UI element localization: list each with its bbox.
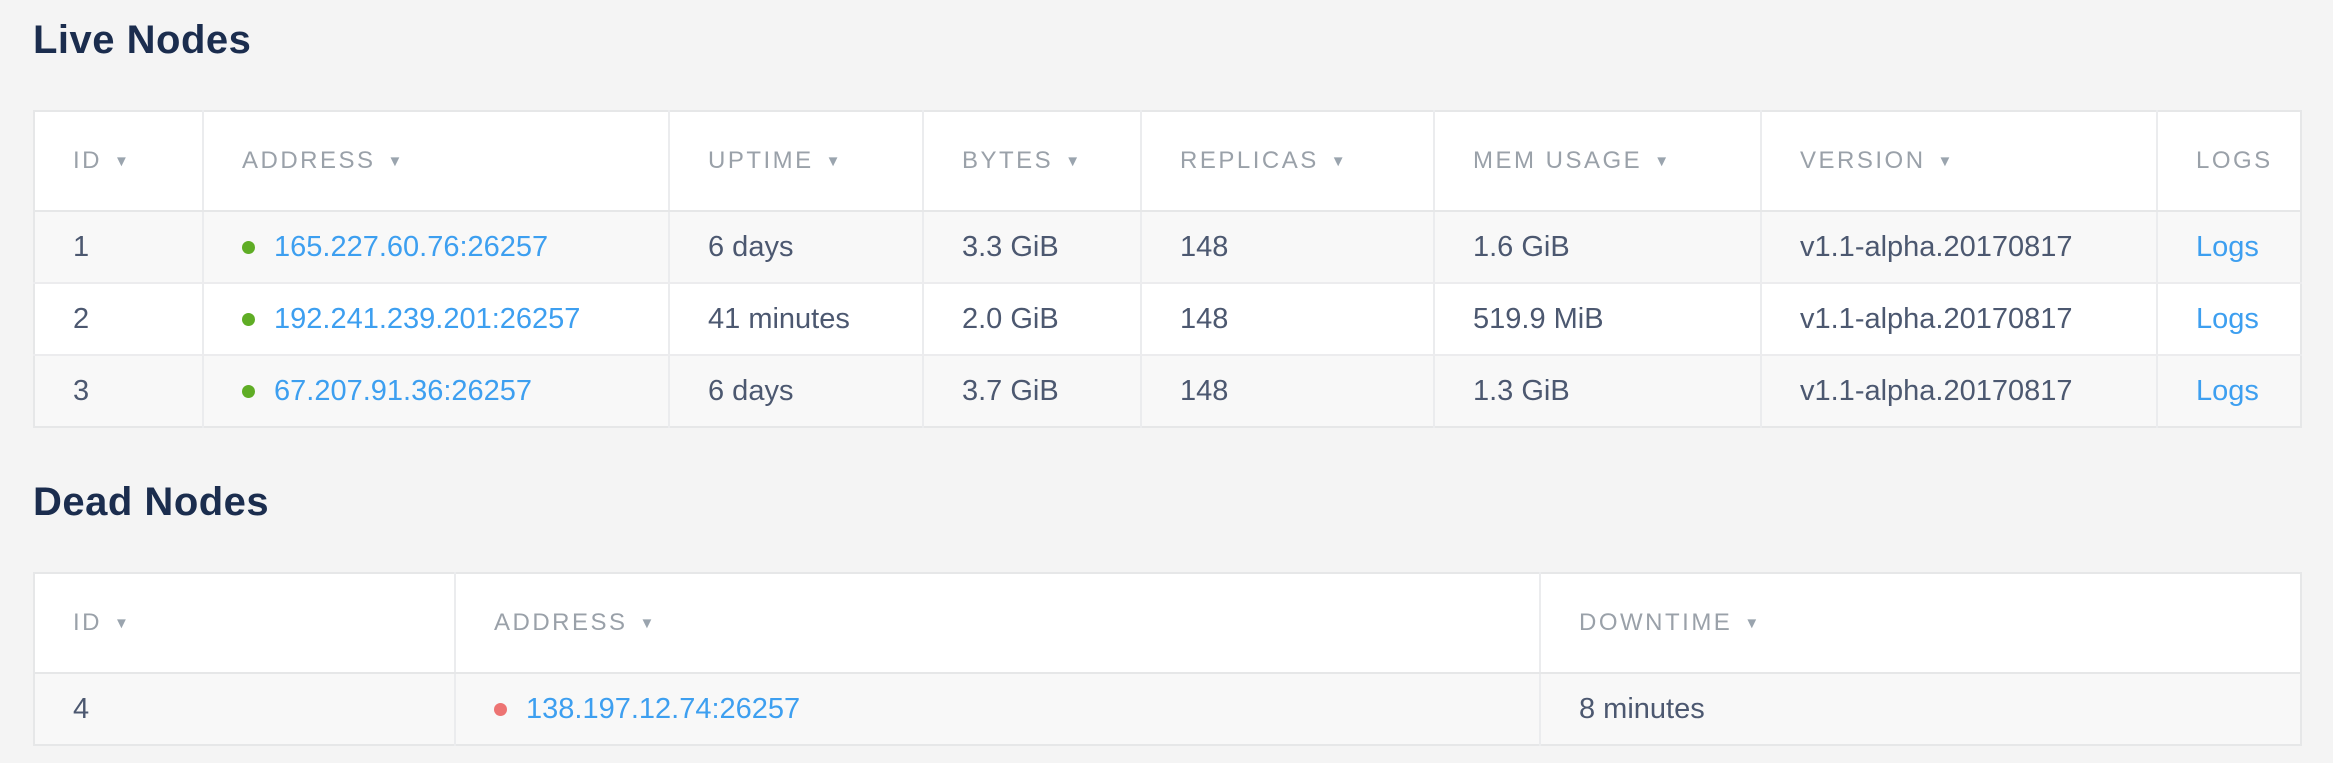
- table-row: 3 67.207.91.36:26257 6 days 3.7 GiB 148 1.3 G…: [34, 355, 2301, 427]
- column-header-label: ADDRESS: [494, 609, 628, 636]
- cell-mem-usage: 519.9 MiB: [1434, 283, 1762, 356]
- column-header-bytes[interactable]: BYTES ▼: [923, 111, 1142, 212]
- column-header-label: ADDRESS: [242, 147, 376, 174]
- column-header-label: DOWNTIME: [1579, 609, 1733, 636]
- sort-arrow-icon: ▼: [1937, 153, 1955, 170]
- cell-address: 67.207.91.36:26257: [203, 355, 670, 427]
- column-header-label: UPTIME: [708, 147, 814, 174]
- logs-link[interactable]: Logs: [2196, 374, 2259, 407]
- logs-link[interactable]: Logs: [2196, 302, 2259, 335]
- cell-bytes: 2.0 GiB: [923, 283, 1142, 356]
- column-header-label: MEM USAGE: [1473, 147, 1643, 174]
- column-header-label: BYTES: [962, 147, 1054, 174]
- cell-version: v1.1-alpha.20170817: [1761, 355, 2158, 427]
- cell-replicas: 148: [1141, 211, 1435, 284]
- column-header-id[interactable]: ID ▼: [34, 111, 204, 212]
- cell-logs: Logs: [2157, 355, 2301, 427]
- address-link[interactable]: 67.207.91.36:26257: [274, 374, 533, 407]
- column-header-label: REPLICAS: [1180, 147, 1319, 174]
- cell-uptime: 6 days: [669, 211, 924, 284]
- cell-logs: Logs: [2157, 211, 2301, 284]
- cell-id: 2: [34, 283, 204, 356]
- sort-arrow-icon: ▼: [639, 615, 657, 632]
- live-status-dot: [242, 384, 255, 398]
- cell-id: 1: [34, 211, 204, 284]
- cell-address: 138.197.12.74:26257: [455, 673, 1541, 745]
- column-header-mem-usage[interactable]: MEM USAGE ▼: [1434, 111, 1762, 212]
- cell-version: v1.1-alpha.20170817: [1761, 211, 2158, 284]
- column-header-downtime[interactable]: DOWNTIME ▼: [1540, 573, 2301, 674]
- cell-mem-usage: 1.6 GiB: [1434, 211, 1762, 284]
- cell-bytes: 3.7 GiB: [923, 355, 1142, 427]
- cell-address: 165.227.60.76:26257: [203, 211, 670, 284]
- address-link[interactable]: 192.241.239.201:26257: [274, 302, 581, 335]
- header-row: ID ▼ ADDRESS ▼ DOWNTIME ▼: [34, 573, 2301, 674]
- live-nodes-table: ID ▼ ADDRESS ▼ UPTIME ▼ BYTES ▼ REPLICAS ▼ MEM USA…: [33, 110, 2302, 428]
- table-row: 2 192.241.239.201:26257 41 minutes 2.0 GiB 1…: [34, 283, 2301, 356]
- cell-logs: Logs: [2157, 283, 2301, 356]
- cell-mem-usage: 1.3 GiB: [1434, 355, 1762, 427]
- cell-downtime: 8 minutes: [1540, 673, 2301, 745]
- cell-uptime: 6 days: [669, 355, 924, 427]
- cell-bytes: 3.3 GiB: [923, 211, 1142, 284]
- header-row: ID ▼ ADDRESS ▼ UPTIME ▼ BYTES ▼ REPLICAS ▼ MEM USA…: [34, 111, 2301, 212]
- address-link[interactable]: 165.227.60.76:26257: [274, 230, 549, 263]
- column-header-label: ID: [73, 609, 102, 636]
- sort-arrow-icon: ▼: [387, 153, 405, 170]
- dead-nodes-table: ID ▼ ADDRESS ▼ DOWNTIME ▼ 4 138.197.12.74:26257…: [33, 572, 2302, 746]
- live-nodes-title: Live Nodes: [33, 18, 252, 62]
- cell-version: v1.1-alpha.20170817: [1761, 283, 2158, 356]
- live-status-dot: [242, 240, 255, 254]
- sort-arrow-icon: ▼: [1330, 153, 1349, 170]
- column-header-uptime[interactable]: UPTIME ▼: [669, 111, 924, 212]
- column-header-logs: LOGS: [2157, 111, 2301, 212]
- sort-arrow-icon: ▼: [1744, 615, 1762, 632]
- sort-arrow-icon: ▼: [1065, 153, 1083, 170]
- dead-nodes-table-container: ID ▼ ADDRESS ▼ DOWNTIME ▼ 4 138.197.12.74:26257…: [33, 572, 2302, 746]
- column-header-address[interactable]: ADDRESS ▼: [455, 573, 1541, 674]
- cell-replicas: 148: [1141, 283, 1435, 356]
- table-row: 4 138.197.12.74:26257 8 minutes: [34, 673, 2301, 745]
- sort-arrow-icon: ▼: [1654, 153, 1672, 170]
- cell-id: 3: [34, 355, 204, 427]
- live-nodes-table-container: ID ▼ ADDRESS ▼ UPTIME ▼ BYTES ▼ REPLICAS ▼ MEM USA…: [33, 110, 2302, 428]
- column-header-label: LOGS: [2196, 147, 2273, 174]
- column-header-id[interactable]: ID ▼: [34, 573, 456, 674]
- column-header-replicas[interactable]: REPLICAS ▼: [1141, 111, 1435, 212]
- dead-status-dot: [494, 702, 507, 716]
- column-header-label: ID: [73, 147, 102, 174]
- dead-nodes-title: Dead Nodes: [33, 480, 270, 524]
- sort-arrow-icon: ▼: [114, 615, 132, 632]
- sort-arrow-icon: ▼: [114, 153, 132, 170]
- cell-replicas: 148: [1141, 355, 1435, 427]
- cell-uptime: 41 minutes: [669, 283, 924, 356]
- live-status-dot: [242, 312, 255, 326]
- address-link[interactable]: 138.197.12.74:26257: [526, 692, 801, 725]
- cell-id: 4: [34, 673, 456, 745]
- column-header-label: VERSION: [1800, 147, 1926, 174]
- cell-address: 192.241.239.201:26257: [203, 283, 670, 356]
- column-header-address[interactable]: ADDRESS ▼: [203, 111, 670, 212]
- table-row: 1 165.227.60.76:26257 6 days 3.3 GiB 148 1.6 …: [34, 211, 2301, 284]
- sort-arrow-icon: ▼: [825, 153, 844, 170]
- logs-link[interactable]: Logs: [2196, 230, 2259, 263]
- column-header-version[interactable]: VERSION ▼: [1761, 111, 2158, 212]
